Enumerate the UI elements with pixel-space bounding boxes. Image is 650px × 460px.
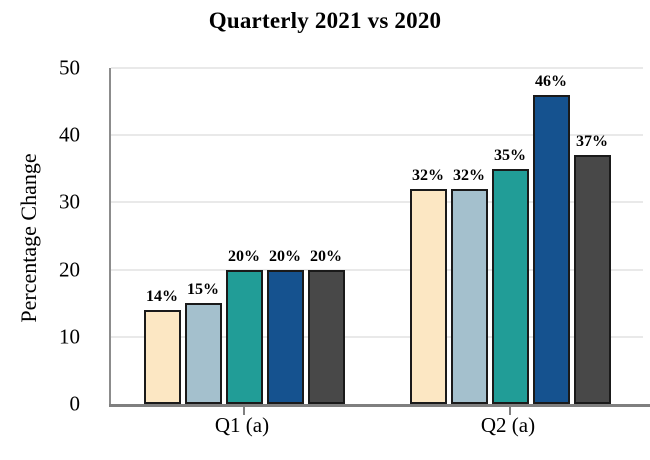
- bar-value-label: 20%: [310, 247, 342, 265]
- bar-value-label: 35%: [494, 146, 526, 164]
- bar: [450, 188, 488, 404]
- y-axis-tick-label: 20: [59, 257, 80, 282]
- x-axis-category-labels: Q1 (a) Q2 (a): [109, 413, 643, 443]
- bar: [573, 155, 611, 404]
- bar-value-label: 20%: [228, 247, 260, 265]
- bar: [266, 269, 304, 404]
- x-axis-tick: [243, 407, 245, 415]
- bar-value-label: 32%: [453, 166, 485, 184]
- bar: [532, 94, 570, 404]
- gridline: [111, 335, 643, 338]
- plot-area: 14% 15% 20% 20% 20% 32% 32% 35% 46% 37%: [109, 67, 650, 415]
- bar: [184, 303, 222, 404]
- y-axis-tick-label: 30: [59, 189, 80, 214]
- y-axis-tick-label: 50: [59, 55, 80, 80]
- chart-title: Quarterly 2021 vs 2020: [208, 8, 442, 33]
- bar-value-label: 37%: [576, 133, 608, 151]
- y-axis-tick-label: 0: [69, 391, 81, 416]
- bar-value-label: 15%: [187, 281, 219, 299]
- bar: [409, 188, 447, 404]
- bar: [225, 269, 263, 404]
- bar: [491, 168, 529, 404]
- bar-value-label: 32%: [412, 166, 444, 184]
- y-axis-tick-label: 40: [59, 122, 80, 147]
- bar-value-label: 46%: [535, 72, 567, 90]
- x-axis-line: [109, 404, 650, 407]
- x-axis-tick: [509, 407, 511, 415]
- bar-value-label: 14%: [146, 287, 178, 305]
- gridline: [111, 134, 643, 137]
- bar: [143, 309, 181, 404]
- y-axis-tick-label: 10: [59, 324, 80, 349]
- gridline: [111, 268, 643, 271]
- x-axis-category-label: Q2 (a): [480, 413, 536, 437]
- bar-value-label: 20%: [269, 247, 301, 265]
- y-axis-tick-labels: 0 10 20 30 40 50: [0, 57, 80, 414]
- bar: [307, 269, 345, 404]
- gridline: [111, 201, 643, 204]
- gridline: [111, 67, 643, 69]
- x-axis-category-label: Q1 (a): [214, 413, 270, 437]
